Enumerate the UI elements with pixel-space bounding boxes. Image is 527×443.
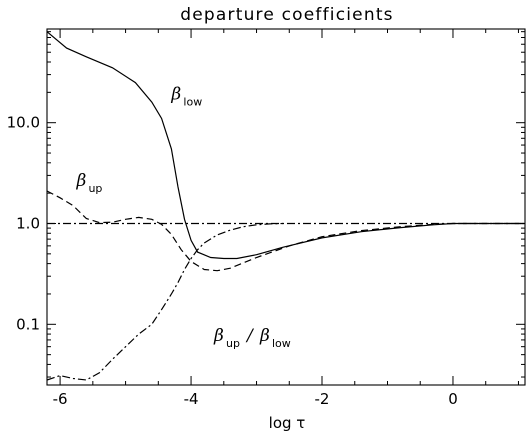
y-tick-label: 10.0 [7,114,40,132]
tick-labels: -6 -4 -2 0 0.1 1.0 10.0 [7,114,458,408]
x-tick-label: -6 [53,390,68,408]
series-annotation: β low [170,84,202,108]
x-tick-label: 0 [448,390,458,408]
annotation-subscript: up [88,182,102,195]
x-tick-label: -2 [315,390,330,408]
y-tick-label: 1.0 [16,215,40,233]
annotation-subscript: low [272,337,291,350]
x-tick-label: -4 [184,390,199,408]
series-annotation: β up / β low [213,326,291,350]
annotation-symbol: β [213,326,224,346]
plot-frame [46,28,526,386]
annotation-separator: / [245,326,255,346]
annotation-symbol: β [259,326,270,346]
annotation-symbol: β [170,84,181,104]
series-line-up-low [46,222,283,381]
series-line-up [46,190,525,272]
annotation-symbol: β [75,171,86,191]
x-axis-label: log τ [269,414,306,432]
annotation-subscript: low [183,95,202,108]
chart-title: departure coefficients [180,5,394,25]
y-tick-label: 0.1 [16,315,40,333]
axis-ticks [47,29,525,385]
series-lines [46,31,525,381]
series-line-low [46,31,525,260]
annotation-subscript: up [226,337,240,350]
series-annotation: β up [75,171,102,195]
